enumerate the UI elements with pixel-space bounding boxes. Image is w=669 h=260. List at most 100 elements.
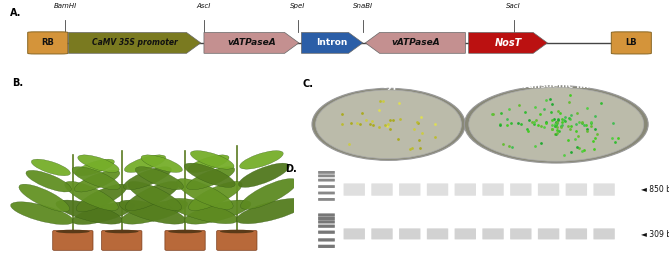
Text: B.: B. [13,78,23,88]
Text: ◄ 309 bp: ◄ 309 bp [641,230,669,239]
FancyBboxPatch shape [593,228,615,239]
Text: SpeI: SpeI [290,3,305,9]
Polygon shape [302,32,363,53]
FancyBboxPatch shape [427,228,448,239]
Text: CaMV 35S promoter: CaMV 35S promoter [92,38,177,47]
Ellipse shape [56,230,90,233]
FancyBboxPatch shape [510,228,532,239]
Ellipse shape [123,167,171,190]
FancyBboxPatch shape [482,183,504,196]
Ellipse shape [187,167,235,190]
FancyBboxPatch shape [566,228,587,239]
Ellipse shape [125,181,179,211]
FancyBboxPatch shape [318,179,335,181]
Ellipse shape [121,200,188,224]
Ellipse shape [56,200,122,224]
Ellipse shape [185,200,251,224]
Ellipse shape [135,167,183,190]
Text: 6: 6 [490,168,496,174]
FancyBboxPatch shape [27,32,68,54]
Text: 1: 1 [352,168,357,174]
Text: NosT: NosT [494,38,522,48]
FancyBboxPatch shape [318,231,335,234]
Text: 3: 3 [407,168,412,174]
FancyBboxPatch shape [344,183,365,196]
Polygon shape [68,32,201,53]
Ellipse shape [236,198,306,224]
Ellipse shape [72,167,120,190]
Text: vATPaseA: vATPaseA [391,38,440,47]
Ellipse shape [105,230,138,233]
Ellipse shape [78,155,119,172]
Ellipse shape [168,230,202,233]
Ellipse shape [240,179,297,209]
Ellipse shape [177,179,233,209]
FancyBboxPatch shape [318,217,335,220]
Ellipse shape [185,163,235,187]
FancyBboxPatch shape [344,228,365,239]
Text: Transgenic line: Transgenic line [518,81,595,90]
FancyBboxPatch shape [482,228,504,239]
Polygon shape [468,32,547,53]
FancyBboxPatch shape [318,198,335,201]
Ellipse shape [76,184,127,212]
Text: 2: 2 [379,168,385,174]
Ellipse shape [119,200,186,224]
Text: vATPaseA: vATPaseA [227,38,276,47]
Ellipse shape [76,159,114,176]
FancyBboxPatch shape [318,245,335,248]
Ellipse shape [464,86,648,163]
Ellipse shape [189,181,242,211]
Ellipse shape [188,155,229,172]
Text: 9: 9 [574,168,579,174]
Ellipse shape [167,198,237,224]
Ellipse shape [72,202,135,225]
Text: LB: LB [626,38,637,47]
Text: D.: D. [285,164,296,174]
FancyBboxPatch shape [427,183,448,196]
FancyBboxPatch shape [510,183,532,196]
FancyBboxPatch shape [318,192,335,194]
Ellipse shape [238,163,289,187]
FancyBboxPatch shape [399,228,421,239]
FancyBboxPatch shape [593,183,615,196]
Text: A.: A. [10,8,21,18]
Text: 7: 7 [518,168,523,174]
Ellipse shape [141,155,183,172]
FancyBboxPatch shape [566,183,587,196]
FancyBboxPatch shape [318,213,335,217]
Ellipse shape [469,87,644,161]
Text: 4: 4 [435,168,440,174]
Ellipse shape [65,181,118,211]
FancyBboxPatch shape [538,183,559,196]
Ellipse shape [31,159,70,176]
Text: SacI: SacI [506,3,521,9]
Text: Control line: Control line [55,83,120,93]
FancyBboxPatch shape [611,32,652,54]
Text: Wild type: Wild type [357,81,405,90]
Text: SnaBI: SnaBI [353,3,373,9]
FancyBboxPatch shape [318,185,335,188]
FancyBboxPatch shape [102,231,142,250]
Ellipse shape [74,170,120,192]
Ellipse shape [26,170,72,192]
Ellipse shape [316,90,462,159]
FancyBboxPatch shape [399,183,421,196]
Ellipse shape [240,151,283,169]
FancyBboxPatch shape [53,231,93,250]
FancyBboxPatch shape [318,171,335,174]
FancyBboxPatch shape [538,228,559,239]
Text: RB: RB [41,38,54,47]
Text: 5: 5 [463,168,468,174]
Text: Transgenic line: Transgenic line [175,83,258,93]
Polygon shape [204,32,299,53]
Ellipse shape [220,230,254,233]
Ellipse shape [312,88,465,160]
Text: 10: 10 [599,168,609,174]
Text: ◄ 850 bp: ◄ 850 bp [641,185,669,194]
FancyBboxPatch shape [455,228,476,239]
Ellipse shape [191,151,234,169]
FancyBboxPatch shape [371,228,393,239]
FancyBboxPatch shape [217,231,257,250]
Ellipse shape [19,184,70,212]
